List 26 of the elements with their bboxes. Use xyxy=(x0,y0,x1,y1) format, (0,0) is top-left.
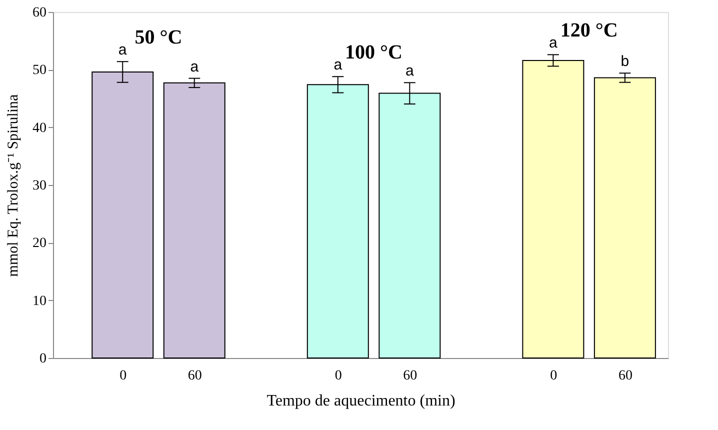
annotation: 50 °C xyxy=(134,26,182,49)
y-tick-label: 10 xyxy=(32,294,46,309)
y-tick-label: 20 xyxy=(32,236,46,252)
x-tick-label: 60 xyxy=(618,368,632,384)
data-label: a xyxy=(334,56,343,74)
x-tick-label: 0 xyxy=(550,368,558,384)
annotation: 120 °C xyxy=(560,20,618,42)
data-label: b xyxy=(620,53,630,70)
annotation: 100 °C xyxy=(345,42,403,64)
y-tick-label: 30 xyxy=(32,178,46,194)
y-axis-title: mmol Eq. Trolox.g⁻¹ Spirulina xyxy=(6,94,22,277)
x-tick-label: 60 xyxy=(188,368,202,384)
x-tick-label: 0 xyxy=(120,368,127,384)
data-label: a xyxy=(549,34,558,52)
data-label: a xyxy=(118,42,128,59)
x-tick-label: 0 xyxy=(334,368,342,384)
x-tick-label: 60 xyxy=(403,368,418,384)
bar xyxy=(594,77,656,358)
x-axis-title: Tempo de aquecimento (min) xyxy=(266,392,456,410)
bar xyxy=(163,82,226,358)
y-tick-label: 60 xyxy=(32,6,46,20)
data-label: a xyxy=(190,58,200,76)
data-label: a xyxy=(405,62,414,80)
y-tick-label: 40 xyxy=(32,120,46,136)
y-tick-label: 0 xyxy=(40,352,46,366)
y-tick-label: 50 xyxy=(32,63,46,78)
